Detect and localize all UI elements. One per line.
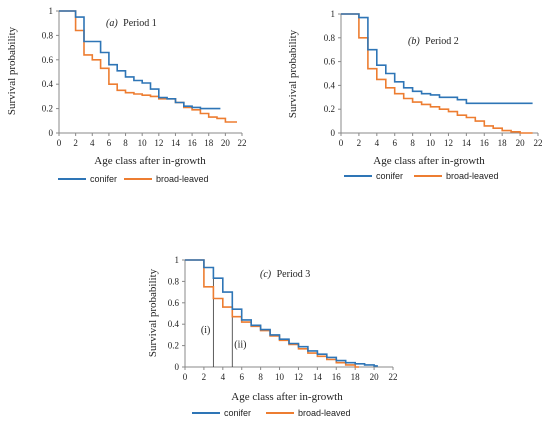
x-axis-label: Age class after in-growth: [231, 391, 343, 403]
x-axis-label: Age class after in-growth: [94, 155, 206, 167]
annotation-label: (i): [201, 325, 210, 336]
y-tick-label: 0.6: [168, 298, 180, 308]
y-tick-label: 0.8: [42, 30, 54, 40]
x-tick-label: 6: [392, 138, 397, 148]
x-tick-label: 12: [294, 372, 303, 382]
x-tick-label: 8: [123, 138, 128, 148]
x-tick-label: 20: [516, 138, 526, 148]
legend: conifer broad-leaved: [344, 171, 499, 181]
x-tick-label: 16: [332, 372, 342, 382]
legend: conifer broad-leaved: [58, 174, 209, 184]
panel-title: (b) Period 2: [408, 36, 459, 47]
panel-a: (a) Period 1 Age class after in-growth S…: [6, 6, 247, 184]
x-tick-label: 20: [221, 138, 231, 148]
x-tick-label: 6: [107, 138, 112, 148]
x-tick-label: 12: [154, 138, 163, 148]
x-tick-label: 22: [238, 138, 247, 148]
legend-label-broad-leaved: broad-leaved: [446, 171, 499, 181]
y-tick-label: 0.6: [42, 55, 54, 65]
legend-label-broad-leaved: broad-leaved: [156, 174, 209, 184]
x-tick-label: 4: [90, 138, 95, 148]
x-tick-label: 16: [188, 138, 198, 148]
x-tick-label: 2: [357, 138, 362, 148]
x-tick-label: 14: [171, 138, 181, 148]
y-tick-label: 0.8: [168, 276, 180, 286]
panel-title-letter: (a): [106, 18, 118, 29]
x-tick-label: 20: [370, 372, 380, 382]
panel-title-text: Period 3: [277, 269, 311, 280]
x-tick-label: 2: [202, 372, 207, 382]
y-axis-label: Survival probability: [287, 29, 299, 118]
legend-label-conifer: conifer: [376, 171, 403, 181]
y-tick-label: 1: [49, 6, 54, 16]
y-tick-label: 0.2: [168, 341, 179, 351]
legend-label-conifer: conifer: [224, 408, 251, 418]
legend-label-broad-leaved: broad-leaved: [298, 408, 351, 418]
y-tick-label: 0.4: [324, 80, 336, 90]
x-tick-label: 12: [444, 138, 453, 148]
annotation-label: (ii): [234, 340, 246, 351]
x-tick-label: 0: [183, 372, 188, 382]
x-tick-label: 8: [258, 372, 263, 382]
series-line-conifer: [341, 14, 533, 103]
panel-title-text: Period 1: [123, 18, 157, 29]
x-tick-label: 4: [221, 372, 226, 382]
y-tick-label: 0.2: [324, 104, 335, 114]
y-tick-label: 1: [175, 255, 180, 265]
x-tick-label: 18: [351, 372, 361, 382]
x-tick-label: 10: [275, 372, 285, 382]
panel-title-letter: (b): [408, 36, 420, 47]
y-tick-label: 0: [49, 128, 54, 138]
y-tick-label: 0.4: [42, 79, 54, 89]
x-tick-label: 4: [375, 138, 380, 148]
y-tick-label: 0.8: [324, 33, 336, 43]
x-tick-label: 18: [204, 138, 214, 148]
x-tick-label: 22: [389, 372, 398, 382]
x-tick-label: 0: [57, 138, 62, 148]
panel-title-text: Period 2: [425, 36, 459, 47]
x-tick-label: 14: [462, 138, 472, 148]
y-tick-label: 0.2: [42, 104, 53, 114]
y-tick-label: 0: [175, 362, 180, 372]
panel-title-letter: (c): [260, 269, 272, 280]
panel-title: (a) Period 1: [106, 18, 157, 29]
y-tick-label: 0: [331, 128, 336, 138]
series-line-broad-leaved: [341, 14, 533, 133]
y-tick-label: 1: [331, 9, 336, 19]
x-tick-label: 10: [138, 138, 148, 148]
x-tick-label: 8: [410, 138, 415, 148]
y-tick-label: 0.4: [168, 319, 180, 329]
x-tick-label: 14: [313, 372, 323, 382]
y-tick-label: 0.6: [324, 57, 336, 67]
x-axis-label: Age class after in-growth: [373, 155, 485, 167]
panel-c: (c) Period 3 Age class after in-growth S…: [147, 255, 398, 418]
x-tick-label: 22: [534, 138, 543, 148]
y-axis-label: Survival probability: [6, 26, 18, 115]
x-tick-label: 18: [498, 138, 508, 148]
legend: conifer broad-leaved: [192, 408, 351, 418]
x-tick-label: 2: [73, 138, 78, 148]
x-tick-label: 16: [480, 138, 490, 148]
y-axis-label: Survival probability: [147, 268, 159, 357]
panel-title: (c) Period 3: [260, 269, 310, 280]
legend-label-conifer: conifer: [90, 174, 117, 184]
x-tick-label: 0: [339, 138, 344, 148]
x-tick-label: 10: [426, 138, 436, 148]
x-tick-label: 6: [239, 372, 244, 382]
panel-b: (b) Period 2 Age class after in-growth S…: [287, 9, 543, 181]
